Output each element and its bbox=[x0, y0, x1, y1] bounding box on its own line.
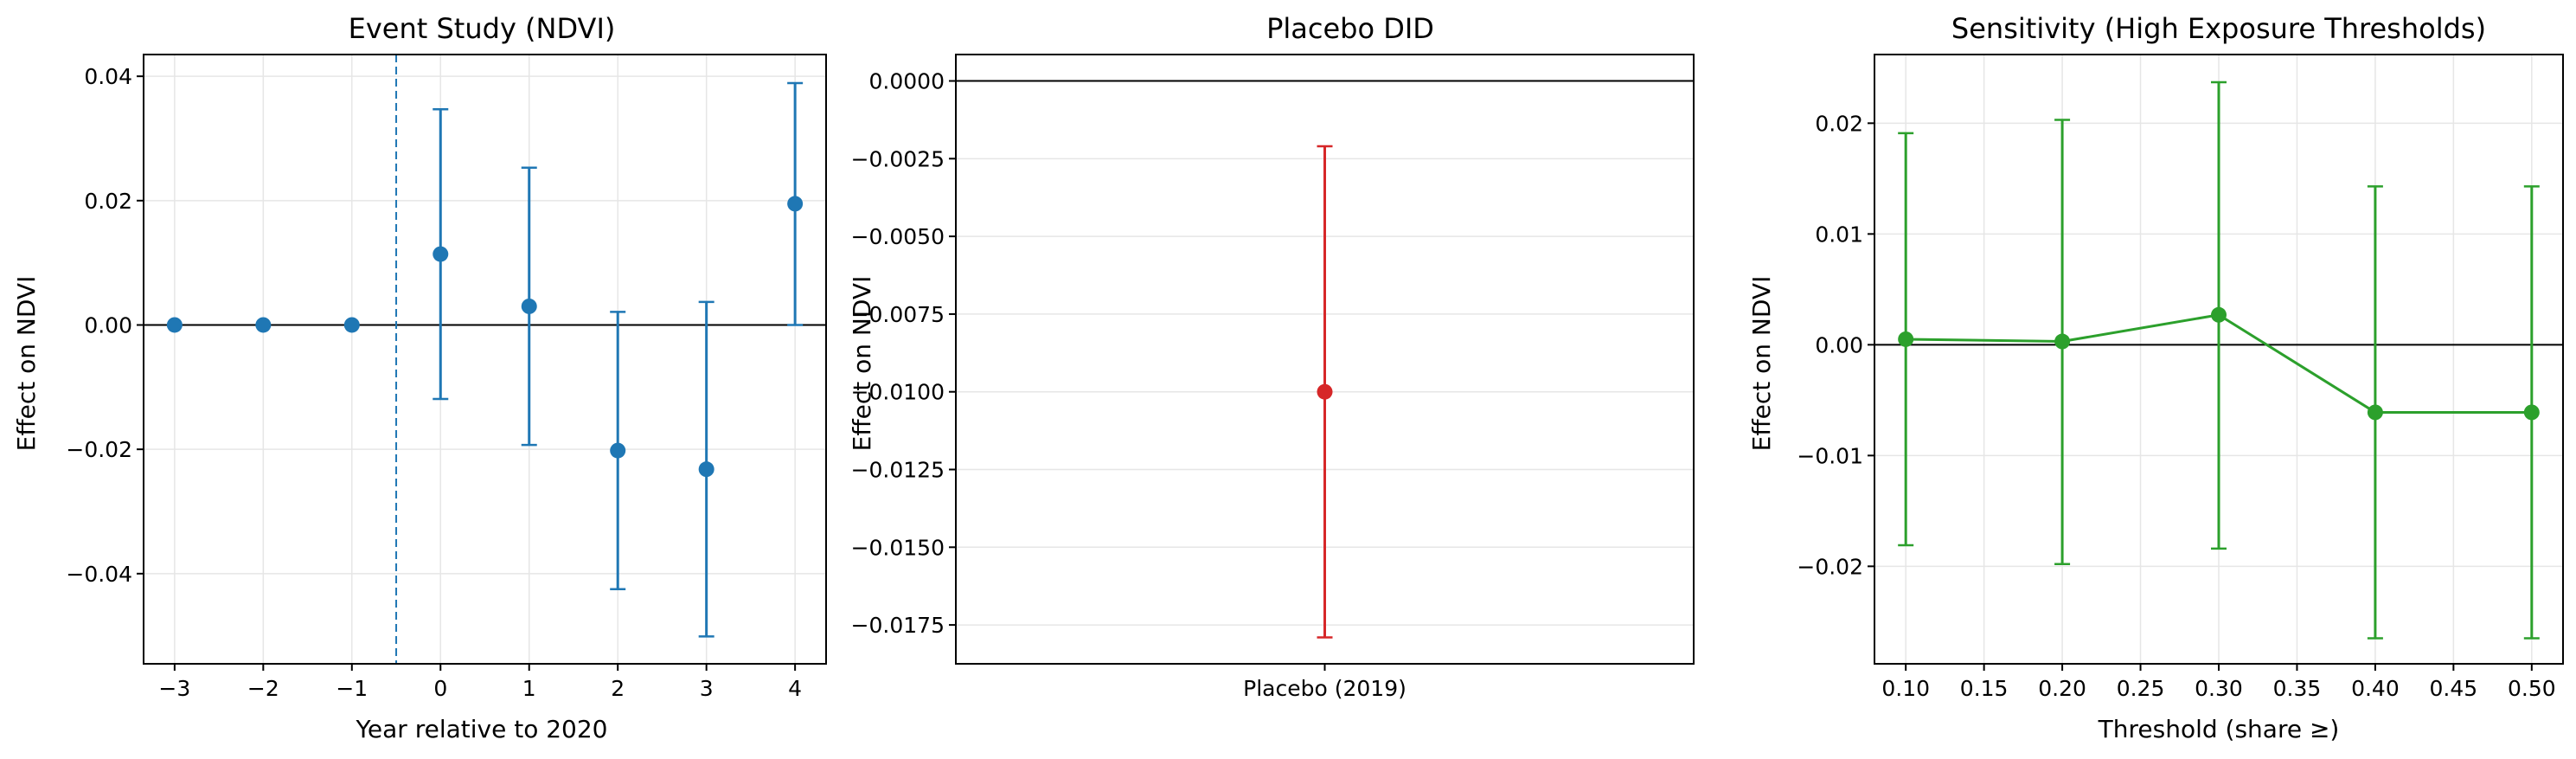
x-tick-label: −1 bbox=[336, 676, 368, 701]
sensitivity-panel: Sensitivity (High Exposure Thresholds) T… bbox=[1747, 12, 2564, 743]
event-study-title: Event Study (NDVI) bbox=[349, 12, 616, 45]
data-point bbox=[1317, 383, 1333, 400]
y-tick-label: 0.0000 bbox=[869, 69, 945, 94]
y-tick-label: 0.00 bbox=[84, 312, 132, 338]
x-tick-label: 0.25 bbox=[2117, 676, 2165, 701]
data-point bbox=[2523, 404, 2540, 421]
sensitivity-ylabel: Effect on NDVI bbox=[1747, 276, 1776, 452]
plot-frame bbox=[143, 54, 827, 665]
data-point bbox=[343, 317, 360, 333]
y-tick-label: −0.0150 bbox=[851, 535, 945, 560]
sensitivity-title: Sensitivity (High Exposure Thresholds) bbox=[1951, 12, 2486, 45]
x-tick-label: 4 bbox=[788, 676, 802, 701]
data-point bbox=[433, 246, 449, 262]
y-tick-label: −0.04 bbox=[66, 562, 132, 587]
placebo-panel: Placebo DID Effect on NDVI 0.0000 −0.0025… bbox=[848, 12, 1695, 701]
y-tick-label: 0.00 bbox=[1815, 332, 1863, 357]
x-tick-label: 3 bbox=[700, 676, 714, 701]
y-tick-label: 0.04 bbox=[84, 64, 132, 89]
data-point bbox=[698, 461, 714, 478]
x-tick-label: 2 bbox=[611, 676, 625, 701]
event-study-ylabel: Effect on NDVI bbox=[12, 276, 41, 452]
x-tick-label: 0.35 bbox=[2273, 676, 2322, 701]
y-tick-label: −0.01 bbox=[1797, 443, 1863, 468]
y-tick-label: 0.01 bbox=[1815, 222, 1863, 247]
y-tick-label: 0.02 bbox=[1815, 111, 1863, 136]
event-study-panel: Event Study (NDVI) Year relative to 2020… bbox=[12, 12, 827, 743]
x-tick-label: 0.20 bbox=[2038, 676, 2086, 701]
data-point bbox=[2211, 306, 2227, 323]
x-tick-label: −2 bbox=[247, 676, 279, 701]
y-tick-label: −0.0075 bbox=[851, 302, 945, 327]
y-tick-label: −0.0125 bbox=[851, 458, 945, 483]
x-tick-label: 0.10 bbox=[1881, 676, 1930, 701]
placebo-ylabel: Effect on NDVI bbox=[848, 276, 876, 452]
data-point bbox=[2367, 404, 2383, 421]
x-tick-label: 0.50 bbox=[2508, 676, 2556, 701]
y-tick-label: −0.0050 bbox=[851, 224, 945, 249]
data-point bbox=[787, 196, 804, 212]
sensitivity-xlabel: Threshold (share ≥) bbox=[2098, 715, 2340, 743]
placebo-title: Placebo DID bbox=[1266, 12, 1434, 45]
y-tick-label: −0.0025 bbox=[851, 146, 945, 171]
x-tick-label: Placebo (2019) bbox=[1243, 676, 1407, 701]
y-tick-label: −0.0175 bbox=[851, 613, 945, 638]
x-tick-label: 0.30 bbox=[2195, 676, 2243, 701]
y-tick-label: −0.0100 bbox=[851, 380, 945, 405]
data-point bbox=[1898, 331, 1914, 347]
x-tick-label: 0 bbox=[433, 676, 447, 701]
data-point bbox=[521, 298, 537, 314]
x-tick-label: 0.15 bbox=[1960, 676, 2009, 701]
x-tick-label: 0.40 bbox=[2351, 676, 2400, 701]
data-point bbox=[166, 317, 183, 333]
event-study-xlabel: Year relative to 2020 bbox=[356, 715, 608, 743]
data-point bbox=[610, 442, 626, 459]
y-tick-label: −0.02 bbox=[1797, 554, 1863, 579]
x-tick-label: 1 bbox=[522, 676, 536, 701]
x-tick-label: 0.45 bbox=[2430, 676, 2478, 701]
x-tick-label: −3 bbox=[158, 676, 190, 701]
y-tick-label: 0.02 bbox=[84, 189, 132, 214]
data-point bbox=[255, 317, 272, 333]
data-point bbox=[2054, 333, 2071, 350]
y-tick-label: −0.02 bbox=[66, 437, 132, 462]
